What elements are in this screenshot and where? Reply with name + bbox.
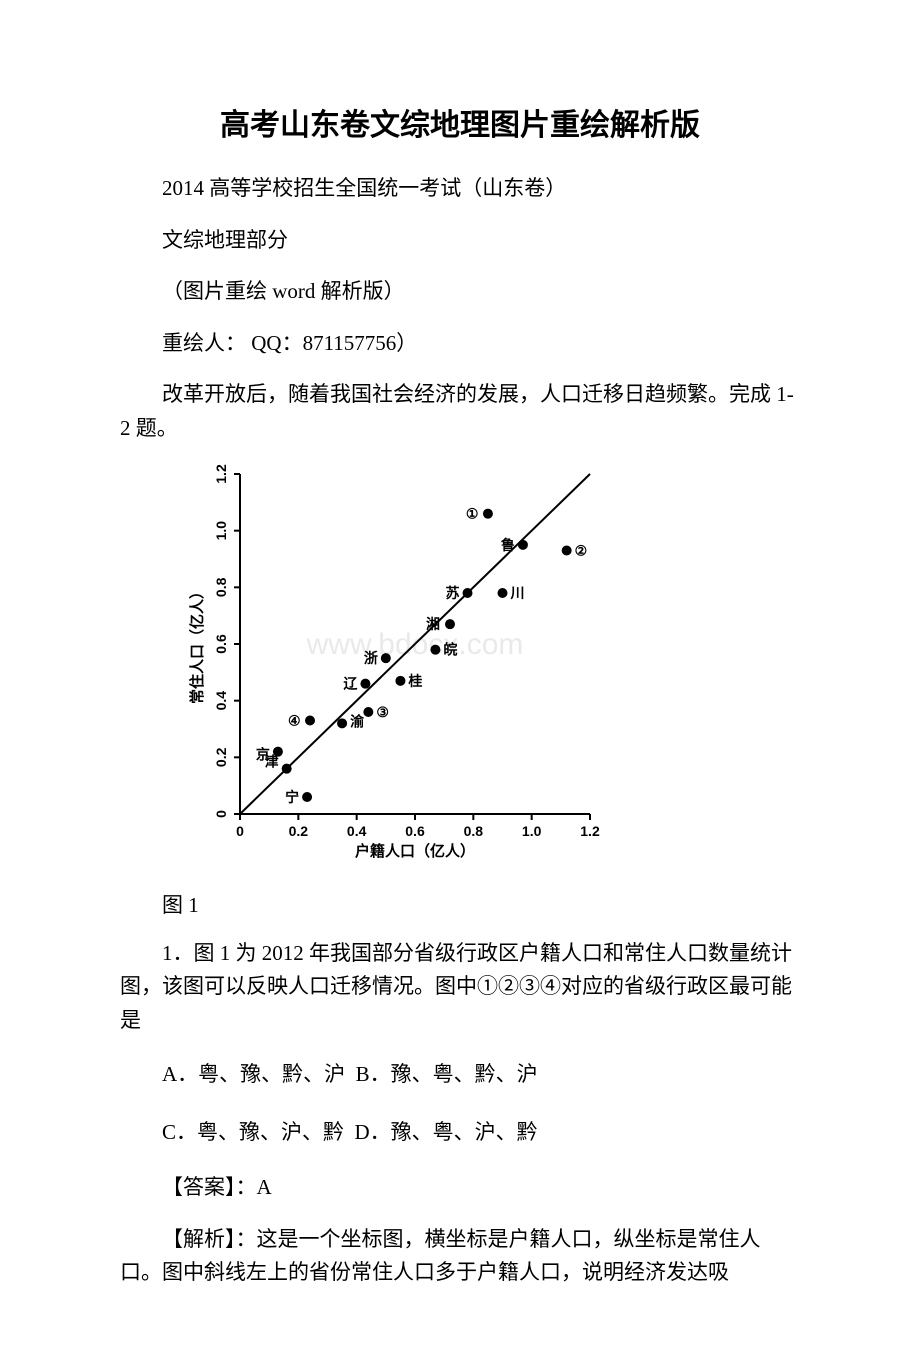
svg-text:浙: 浙 xyxy=(364,650,378,666)
options-row-2: C．粤、豫、沪、黔 D．豫、粤、沪、黔 xyxy=(120,1113,800,1153)
svg-text:苏: 苏 xyxy=(446,585,460,601)
option-d: D．豫、粤、沪、黔 xyxy=(355,1120,538,1144)
answer: 【答案】：A xyxy=(120,1171,800,1205)
question-1: 1．图 1 为 2012 年我国部分省级行政区户籍人口和常住人口数量统计图，该图… xyxy=(120,937,800,1038)
svg-text:宁: 宁 xyxy=(285,789,299,805)
svg-text:津: 津 xyxy=(265,753,279,769)
svg-text:常住人口（亿人）: 常住人口（亿人） xyxy=(188,584,206,704)
svg-text:1.2: 1.2 xyxy=(580,823,600,839)
svg-text:①: ① xyxy=(466,505,479,521)
svg-text:0.8: 0.8 xyxy=(213,577,229,597)
svg-text:1.0: 1.0 xyxy=(213,520,229,540)
svg-text:0.6: 0.6 xyxy=(213,634,229,654)
scatter-chart: www.bdocx.com00.20.40.60.81.01.200.20.40… xyxy=(160,464,800,879)
svg-text:1.2: 1.2 xyxy=(213,464,229,484)
paragraph-version: （图片重绘 word 解析版） xyxy=(120,275,800,309)
svg-text:0.6: 0.6 xyxy=(405,823,425,839)
paragraph-source: 2014 高等学校招生全国统一考试（山东卷） xyxy=(120,172,800,206)
svg-text:鲁: 鲁 xyxy=(500,536,515,552)
svg-text:0.2: 0.2 xyxy=(289,823,309,839)
svg-text:④: ④ xyxy=(288,712,301,728)
svg-text:0.4: 0.4 xyxy=(213,690,229,710)
options-row-1: A．粤、豫、黔、沪 B．豫、粤、黔、沪 xyxy=(120,1055,800,1095)
explanation: 【解析】：这是一个坐标图，横坐标是户籍人口，纵坐标是常住人口。图中斜线左上的省份… xyxy=(120,1223,800,1290)
svg-text:湘: 湘 xyxy=(426,616,440,632)
option-c: C．粤、豫、沪、黔 xyxy=(162,1120,344,1144)
svg-text:1.0: 1.0 xyxy=(522,823,542,839)
svg-text:②: ② xyxy=(575,542,588,558)
svg-text:③: ③ xyxy=(376,704,389,720)
svg-text:0: 0 xyxy=(236,823,244,839)
option-a: A．粤、豫、黔、沪 xyxy=(162,1062,345,1086)
svg-text:渝: 渝 xyxy=(350,713,365,729)
svg-text:辽: 辽 xyxy=(343,675,358,691)
svg-text:0.4: 0.4 xyxy=(347,823,367,839)
svg-text:皖: 皖 xyxy=(443,641,457,657)
page-title: 高考山东卷文综地理图片重绘解析版 xyxy=(120,100,800,144)
paragraph-author: 重绘人： QQ：871157756） xyxy=(120,327,800,361)
paragraph-subject: 文综地理部分 xyxy=(120,224,800,258)
paragraph-intro: 改革开放后，随着我国社会经济的发展，人口迁移日趋频繁。完成 1-2 题。 xyxy=(120,378,800,445)
svg-text:0.2: 0.2 xyxy=(213,747,229,767)
svg-text:0.8: 0.8 xyxy=(464,823,484,839)
figure-caption: 图 1 xyxy=(120,889,800,919)
option-b: B．豫、粤、黔、沪 xyxy=(356,1062,538,1086)
svg-text:川: 川 xyxy=(510,585,525,601)
svg-text:户籍人口（亿人）: 户籍人口（亿人） xyxy=(355,842,475,860)
svg-text:0: 0 xyxy=(213,809,229,817)
svg-text:桂: 桂 xyxy=(407,672,422,688)
